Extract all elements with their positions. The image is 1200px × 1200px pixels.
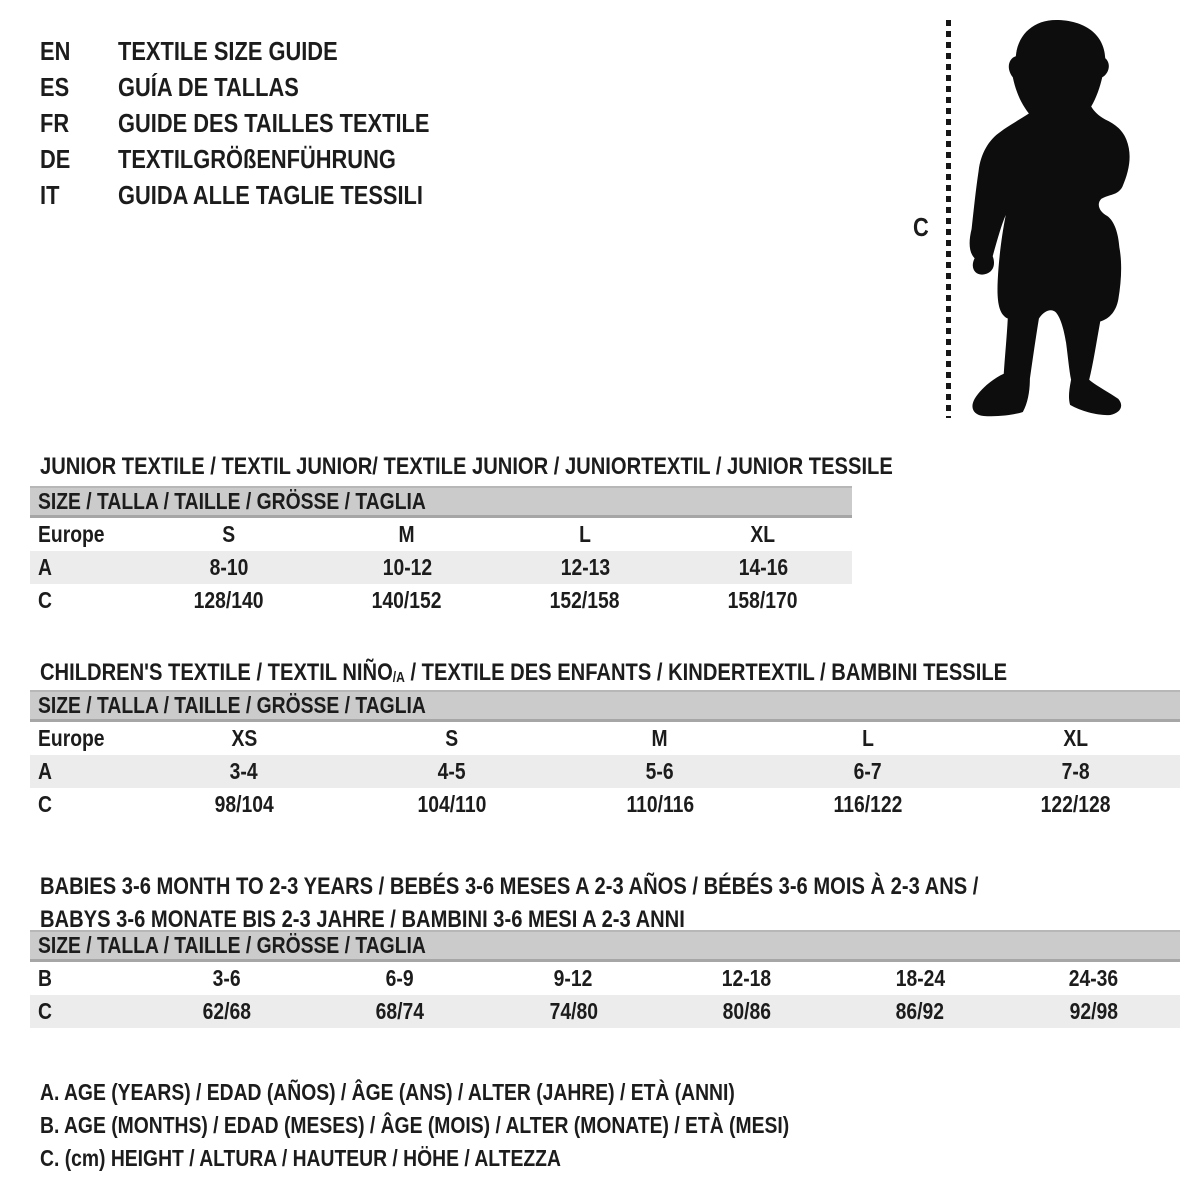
column-header: L — [862, 725, 874, 751]
measurement-legend: A. AGE (YEARS) / EDAD (AÑOS) / ÂGE (ANS)… — [40, 1076, 932, 1175]
table-row-height: C 98/104 104/110 110/116 116/122 122/128 — [30, 788, 1180, 821]
guide-title: GUIDA ALLE TAGLIE TESSILI — [118, 180, 423, 210]
size-header-bar: SIZE / TALLA / TAILLE / GRÖSSE / TAGLIA — [30, 486, 852, 518]
table-cell: 14-16 — [674, 551, 852, 584]
guide-title: GUIDE DES TAILLES TEXTILE — [118, 108, 430, 138]
table-cell: 122/128 — [1041, 791, 1111, 817]
table-cell: 12-18 — [721, 965, 772, 991]
column-header: XL — [1063, 725, 1089, 751]
table-cell: 140/152 — [372, 587, 442, 613]
table-row-age-months: B 3-6 6-9 9-12 12-18 18-24 24-36 — [30, 961, 1180, 996]
table-cell: 4-5 — [348, 755, 556, 788]
junior-section-title: JUNIOR TEXTILE / TEXTIL JUNIOR/ TEXTILE … — [40, 452, 893, 480]
language-code: ES — [40, 72, 70, 102]
table-cell: 8-10 — [140, 551, 318, 584]
guide-title: TEXTILGRÖßENFÜHRUNG — [118, 144, 396, 174]
size-header-bar: SIZE / TALLA / TAILLE / GRÖSSE / TAGLIA — [30, 930, 1180, 962]
babies-section-title: BABIES 3-6 MONTH TO 2-3 YEARS / BEBÉS 3-… — [40, 872, 979, 933]
row-label: C — [30, 995, 140, 1028]
column-header: M — [651, 725, 669, 751]
row-label: B — [38, 965, 52, 991]
table-cell: 68/74 — [313, 995, 487, 1028]
table-cell: 158/170 — [728, 587, 798, 613]
row-label: C — [38, 791, 52, 817]
height-measure-label: C — [913, 212, 929, 242]
table-cell: 128/140 — [194, 587, 264, 613]
guide-title: GUÍA DE TALLAS — [118, 72, 299, 102]
language-code: IT — [40, 180, 60, 210]
row-label: C — [38, 587, 52, 613]
table-row-age: A 8-10 10-12 12-13 14-16 — [30, 551, 852, 584]
row-label: Europe — [38, 725, 105, 751]
row-label: A — [30, 551, 140, 584]
table-cell: 12-13 — [496, 551, 674, 584]
table-cell: 7-8 — [972, 755, 1180, 788]
column-header: S — [445, 725, 459, 751]
column-header: S — [222, 521, 236, 547]
toddler-silhouette-icon — [969, 20, 1130, 417]
row-label: A — [30, 755, 140, 788]
column-header: M — [398, 521, 416, 547]
table-cell: 98/104 — [214, 791, 274, 817]
table-cell: 152/158 — [550, 587, 620, 613]
table-cell: 6-9 — [386, 965, 414, 991]
language-code: DE — [40, 144, 71, 174]
legend-line-b: B. AGE (MONTHS) / EDAD (MESES) / ÂGE (MO… — [40, 1112, 790, 1138]
table-cell: 110/116 — [626, 791, 694, 817]
table-cell: 92/98 — [1006, 995, 1180, 1028]
column-header: L — [579, 521, 591, 547]
table-cell: 86/92 — [833, 995, 1007, 1028]
table-cell: 3-4 — [140, 755, 348, 788]
junior-size-table: SIZE / TALLA / TAILLE / GRÖSSE / TAGLIA … — [30, 486, 852, 617]
table-cell: 116/122 — [833, 791, 903, 817]
table-cell: 18-24 — [895, 965, 945, 991]
height-measure-dashed-line — [946, 20, 951, 418]
table-cell: 10-12 — [318, 551, 496, 584]
legend-line-c: C. (cm) HEIGHT / ALTURA / HAUTEUR / HÖHE… — [40, 1145, 561, 1171]
language-title-list: EN TEXTILE SIZE GUIDE ES GUÍA DE TALLAS … — [40, 33, 489, 213]
table-cell: 5-6 — [556, 755, 764, 788]
table-cell: 3-6 — [212, 965, 241, 991]
babies-size-table: SIZE / TALLA / TAILLE / GRÖSSE / TAGLIA … — [30, 930, 1180, 1028]
size-header-label: SIZE / TALLA / TAILLE / GRÖSSE / TAGLIA — [30, 930, 1180, 962]
size-header-label: SIZE / TALLA / TAILLE / GRÖSSE / TAGLIA — [30, 486, 852, 518]
row-label: Europe — [38, 521, 105, 547]
children-size-table: SIZE / TALLA / TAILLE / GRÖSSE / TAGLIA … — [30, 690, 1180, 821]
children-section-title: CHILDREN'S TEXTILE / TEXTIL NIÑO/A / TEX… — [40, 658, 1008, 686]
table-cell: 104/110 — [417, 791, 487, 817]
table-row-age: A 3-4 4-5 5-6 6-7 7-8 — [30, 755, 1180, 788]
table-cell: 6-7 — [764, 755, 972, 788]
table-cell: 24-36 — [1068, 965, 1119, 991]
table-cell: 74/80 — [486, 995, 660, 1028]
language-code: FR — [40, 108, 70, 138]
nino-a-subscript: /A — [392, 669, 405, 686]
table-row-height: C 62/68 68/74 74/80 80/86 86/92 92/98 — [30, 995, 1180, 1028]
guide-title: TEXTILE SIZE GUIDE — [118, 36, 338, 66]
size-header-bar: SIZE / TALLA / TAILLE / GRÖSSE / TAGLIA — [30, 690, 1180, 722]
table-row-europe: Europe S M L XL — [30, 517, 852, 552]
legend-line-a: A. AGE (YEARS) / EDAD (AÑOS) / ÂGE (ANS)… — [40, 1079, 735, 1105]
table-cell: 9-12 — [553, 965, 593, 991]
size-header-label: SIZE / TALLA / TAILLE / GRÖSSE / TAGLIA — [30, 690, 1180, 722]
column-header: XL — [750, 521, 776, 547]
language-code: EN — [40, 36, 71, 66]
table-row-height: C 128/140 140/152 152/158 158/170 — [30, 584, 852, 617]
table-cell: 62/68 — [140, 995, 314, 1028]
table-cell: 80/86 — [659, 995, 834, 1028]
column-header: XS — [231, 725, 257, 751]
table-row-europe: Europe XS S M L XL — [30, 721, 1180, 756]
